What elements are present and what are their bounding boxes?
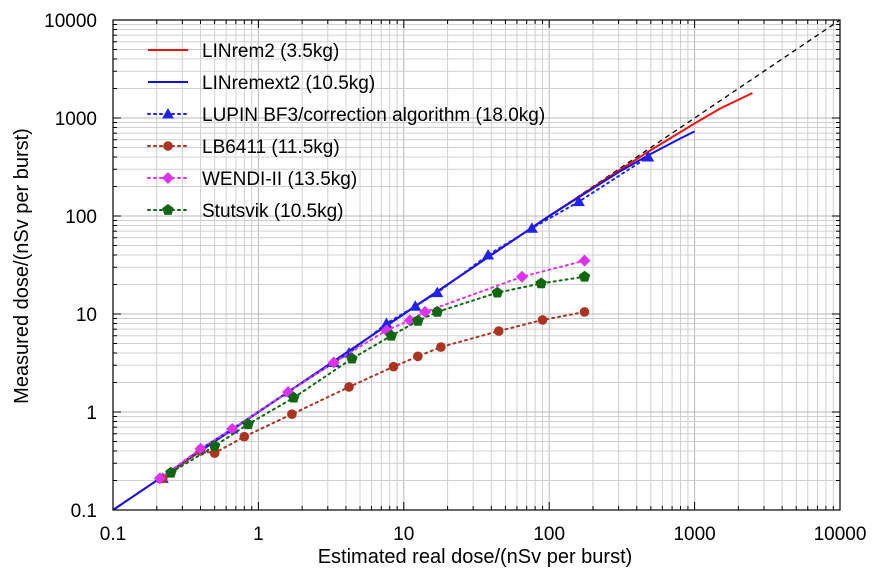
data-point-triangle: [380, 317, 393, 328]
data-point-diamond: [515, 270, 528, 283]
y-tick-label: 1: [86, 403, 97, 424]
data-point-diamond: [578, 254, 591, 267]
data-point-circle: [493, 326, 504, 336]
x-tick-label: 1000: [673, 524, 715, 545]
x-tick-label: 10000: [814, 524, 867, 545]
data-point-pentagon: [491, 286, 504, 298]
data-point-triangle: [642, 150, 655, 162]
x-axis-label: Estimated real dose/(nSv per burst): [318, 546, 633, 568]
legend-label: LINrem2 (3.5kg): [202, 41, 339, 62]
data-point-diamond: [327, 356, 340, 369]
data-point-circle: [344, 382, 354, 392]
legend-entry: WENDI-II (13.5kg): [147, 169, 357, 190]
legend-entry: LINremext2 (10.5kg): [148, 73, 375, 94]
data-point-pentagon: [578, 270, 591, 282]
data-point-pentagon: [208, 439, 221, 451]
data-point-pentagon: [288, 391, 300, 403]
data-point-pentagon: [162, 204, 174, 215]
x-tick-label: 10: [393, 524, 414, 545]
data-point-diamond: [226, 423, 239, 436]
data-point-triangle: [162, 108, 174, 119]
data-point-diamond: [419, 305, 432, 318]
plot-border: [112, 19, 841, 511]
legend-entry: LINrem2 (3.5kg): [148, 41, 339, 62]
legend-entry: Stutsvik (10.5kg): [147, 201, 344, 222]
y-tick-label: 10: [76, 305, 97, 326]
grid-lines: [112, 20, 840, 511]
legend-label: WENDI-II (13.5kg): [202, 169, 357, 190]
series-stutsvik: [165, 270, 591, 478]
data-point-triangle: [525, 222, 538, 233]
data-point-pentagon: [346, 352, 358, 364]
data-point-pentagon: [412, 314, 424, 326]
x-tick-label: 0.1: [100, 524, 126, 545]
data-point-pentagon: [165, 466, 177, 478]
data-point-circle: [579, 307, 590, 317]
legend-label: LINremext2 (10.5kg): [202, 73, 375, 94]
data-point-circle: [537, 315, 548, 325]
data-point-triangle: [409, 300, 422, 311]
y-tick-label: 1000: [55, 109, 97, 130]
series-line: [161, 310, 586, 480]
x-tick-label: 1: [253, 524, 264, 545]
plot-frame: [112, 19, 841, 511]
legend-label: LUPIN BF3/correction algorithm (18.0kg): [202, 105, 545, 126]
data-point-circle: [287, 409, 297, 419]
x-tick-label: 100: [533, 524, 565, 545]
axis-ticks: 0.1 1 10 100 1000 10000 0.1 1 10 100 1000 10000: [44, 11, 866, 545]
data-point-circle: [239, 431, 250, 442]
data-point-pentagon: [242, 418, 254, 430]
data-point-circle: [413, 351, 423, 362]
data-point-circle: [388, 361, 399, 372]
data-point-pentagon: [385, 329, 397, 341]
data-point-triangle: [482, 248, 495, 260]
legend-entry: LUPIN BF3/correction algorithm (18.0kg): [147, 105, 545, 126]
data-point-diamond: [162, 172, 174, 184]
data-point-diamond: [153, 472, 166, 485]
data-point-triangle: [572, 195, 585, 207]
y-tick-label: 100: [65, 207, 97, 228]
data-point-pentagon: [535, 277, 547, 289]
data-point-pentagon: [431, 305, 444, 317]
legend: LINrem2 (3.5kg) LINremext2 (10.5kg) LUPIN …: [147, 41, 545, 222]
y-axis-label: Measured dose/(nSv per burst): [11, 128, 33, 404]
y-tick-label: 10000: [44, 11, 97, 32]
data-point-diamond: [194, 442, 207, 455]
data-point-circle: [163, 141, 173, 151]
data-point-circle: [436, 342, 446, 352]
legend-label: Stutsvik (10.5kg): [202, 201, 344, 222]
series-wendiii: [153, 254, 591, 485]
data-point-triangle: [431, 286, 444, 298]
plot-area: [113, 20, 840, 510]
y-tick-label: 0.1: [71, 501, 97, 522]
series-line: [158, 259, 586, 480]
legend-entry: LB6411 (11.5kg): [147, 137, 340, 158]
legend-label: LB6411 (11.5kg): [202, 137, 340, 158]
